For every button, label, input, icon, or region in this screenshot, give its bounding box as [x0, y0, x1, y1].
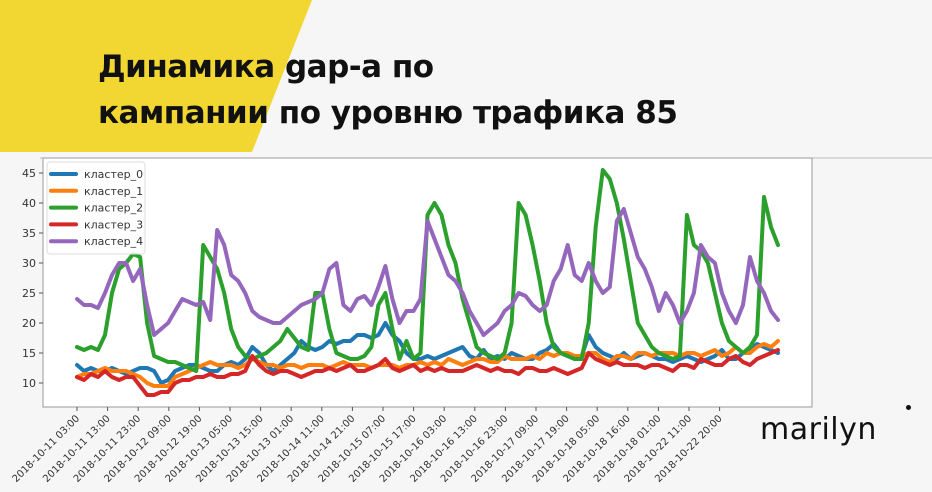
y-tick-label: 30	[22, 257, 36, 270]
slide-title: Динамика gap-а по кампании по уровню тра…	[98, 44, 678, 136]
y-tick-label: 25	[22, 287, 36, 300]
legend-label: кластер_4	[84, 235, 143, 248]
y-tick-label: 20	[22, 317, 36, 330]
y-tick-label: 45	[22, 167, 36, 180]
series-line-кластер_2	[75, 168, 780, 373]
logo-dot-icon	[906, 405, 911, 410]
y-tick-label: 35	[22, 227, 36, 240]
legend-label: кластер_3	[84, 218, 143, 231]
slide-title-line-2: кампании по уровню трафика 85	[98, 95, 678, 131]
line-chart: 10 15 20 25 30 35 40 45 2018-10-11 03:00 2018-10-…	[0, 156, 932, 492]
legend-label: кластер_1	[84, 185, 143, 198]
legend-label: кластер_0	[84, 168, 143, 181]
y-tick-label: 40	[22, 197, 36, 210]
chart-legend: кластер_0 кластер_1 кластер_2 кластер_3 клас…	[46, 161, 146, 255]
series-line-кластер_3	[75, 348, 780, 397]
y-tick-label: 10	[22, 377, 36, 390]
series-line-кластер_4	[75, 207, 780, 337]
legend-label: кластер_2	[84, 202, 143, 215]
slide-title-line-1: Динамика gap-а по	[98, 49, 434, 85]
brand-logo: marilyn	[760, 412, 877, 447]
y-tick-label: 15	[22, 347, 36, 360]
series-line-кластер_0	[75, 321, 780, 385]
